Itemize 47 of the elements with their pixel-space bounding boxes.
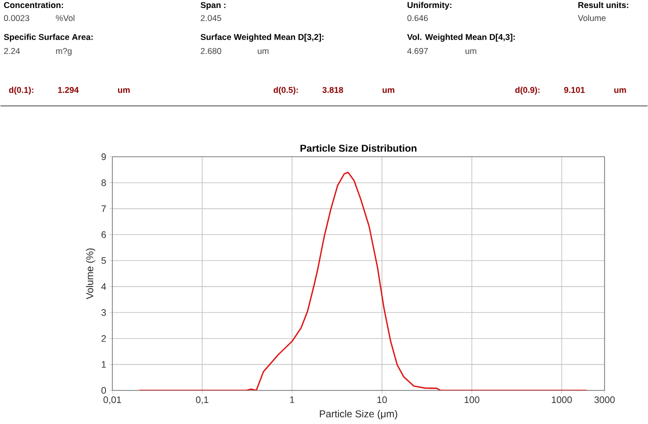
y-tick-label: 6 bbox=[102, 231, 106, 238]
text: Surface Weighted Mean D[3,2]: bbox=[200, 34, 324, 42]
text: 3.818 bbox=[322, 86, 344, 93]
text: Result units: bbox=[578, 2, 628, 8]
x-tick-label: 10 bbox=[377, 396, 387, 403]
x-tick-label: 1 bbox=[290, 396, 294, 403]
text: um bbox=[118, 88, 130, 93]
x-tick-label: 3000 bbox=[594, 396, 615, 403]
text: d(0.1): bbox=[9, 86, 34, 94]
text: 2.680 bbox=[200, 48, 222, 54]
text: Span : bbox=[200, 2, 226, 10]
text: 0.646 bbox=[407, 14, 428, 21]
text: um bbox=[614, 88, 626, 93]
text: d(0.5): bbox=[274, 86, 298, 94]
text: Vol. Weighted Mean D[4,3]: bbox=[407, 34, 515, 42]
y-tick-label: 8 bbox=[101, 179, 106, 186]
y-tick-label: 9 bbox=[102, 153, 106, 160]
text: 0.0023 bbox=[4, 14, 30, 21]
chart-title: Particle Size Distribution bbox=[300, 144, 416, 152]
text: 1.294 bbox=[58, 86, 79, 93]
text: m?g bbox=[56, 48, 72, 56]
y-tick-label: 5 bbox=[101, 257, 106, 264]
text: um bbox=[466, 49, 476, 54]
y-tick-label: 2 bbox=[102, 335, 106, 342]
text: Volume bbox=[578, 14, 606, 21]
x-tick-label: 0,1 bbox=[196, 396, 208, 404]
text: Concentration: bbox=[4, 2, 63, 8]
text: 2.045 bbox=[200, 14, 222, 21]
x-tick-label: 0,01 bbox=[104, 396, 122, 404]
text: 4.697 bbox=[407, 48, 428, 54]
y-tick-label: 7 bbox=[102, 205, 106, 212]
text: um bbox=[258, 49, 268, 54]
y-tick-label: 3 bbox=[101, 309, 106, 316]
text: um bbox=[382, 88, 394, 93]
x-tick-label: 100 bbox=[464, 396, 480, 403]
y-axis-title: Volume (%) bbox=[86, 248, 96, 300]
y-tick-label: 0 bbox=[101, 386, 106, 394]
text: 9.101 bbox=[564, 86, 585, 93]
text: 2.24 bbox=[4, 48, 20, 54]
x-tick-label: 1000 bbox=[552, 396, 572, 403]
y-tick-label: 1 bbox=[102, 361, 106, 368]
text: %Vol bbox=[56, 14, 74, 21]
text: Uniformity: bbox=[408, 2, 452, 10]
x-axis-title: Particle Size (μm) bbox=[320, 410, 398, 420]
text: Specific Surface Area: bbox=[4, 34, 93, 42]
text: d(0.9): bbox=[515, 86, 540, 94]
y-tick-label: 4 bbox=[101, 283, 106, 290]
